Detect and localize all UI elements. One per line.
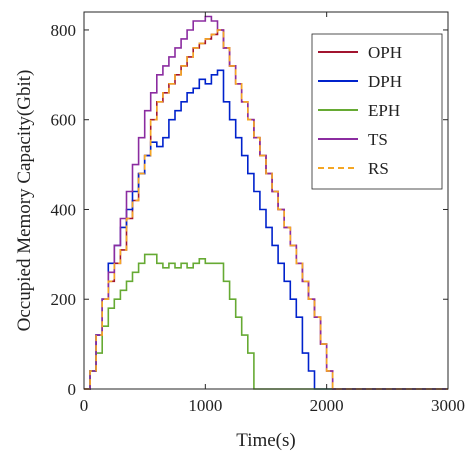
y-tick-label: 600: [51, 111, 77, 130]
series-line-dph: [84, 69, 448, 390]
axes-box: [83, 11, 449, 390]
legend-label-oph: OPH: [368, 43, 402, 62]
legend: OPH DPH EPH TS RS: [311, 33, 443, 190]
legend-box: [311, 33, 443, 190]
y-tick-label: 400: [51, 200, 77, 219]
y-tick-label: 200: [51, 290, 77, 309]
y-tick-label: 0: [68, 380, 77, 399]
legend-label-dph: DPH: [368, 72, 402, 91]
series-layer: [84, 15, 448, 390]
y-tick-label: 800: [51, 21, 77, 40]
x-tick-label: 2000: [310, 396, 344, 415]
x-tick-label: 1000: [188, 396, 222, 415]
legend-label-rs: RS: [368, 159, 389, 178]
x-axis-title: Time(s): [236, 430, 295, 451]
y-axis-title: Occupied Memory Capacity(Gbit): [14, 70, 35, 332]
x-tick-label: 0: [80, 396, 89, 415]
legend-label-ts: TS: [368, 130, 388, 149]
x-tick-label: 3000: [431, 396, 465, 415]
ticks-layer: 0 1000 2000 3000 0 200 400 600 800: [51, 12, 465, 415]
legend-label-eph: EPH: [368, 101, 400, 120]
series-line-eph: [84, 253, 448, 390]
